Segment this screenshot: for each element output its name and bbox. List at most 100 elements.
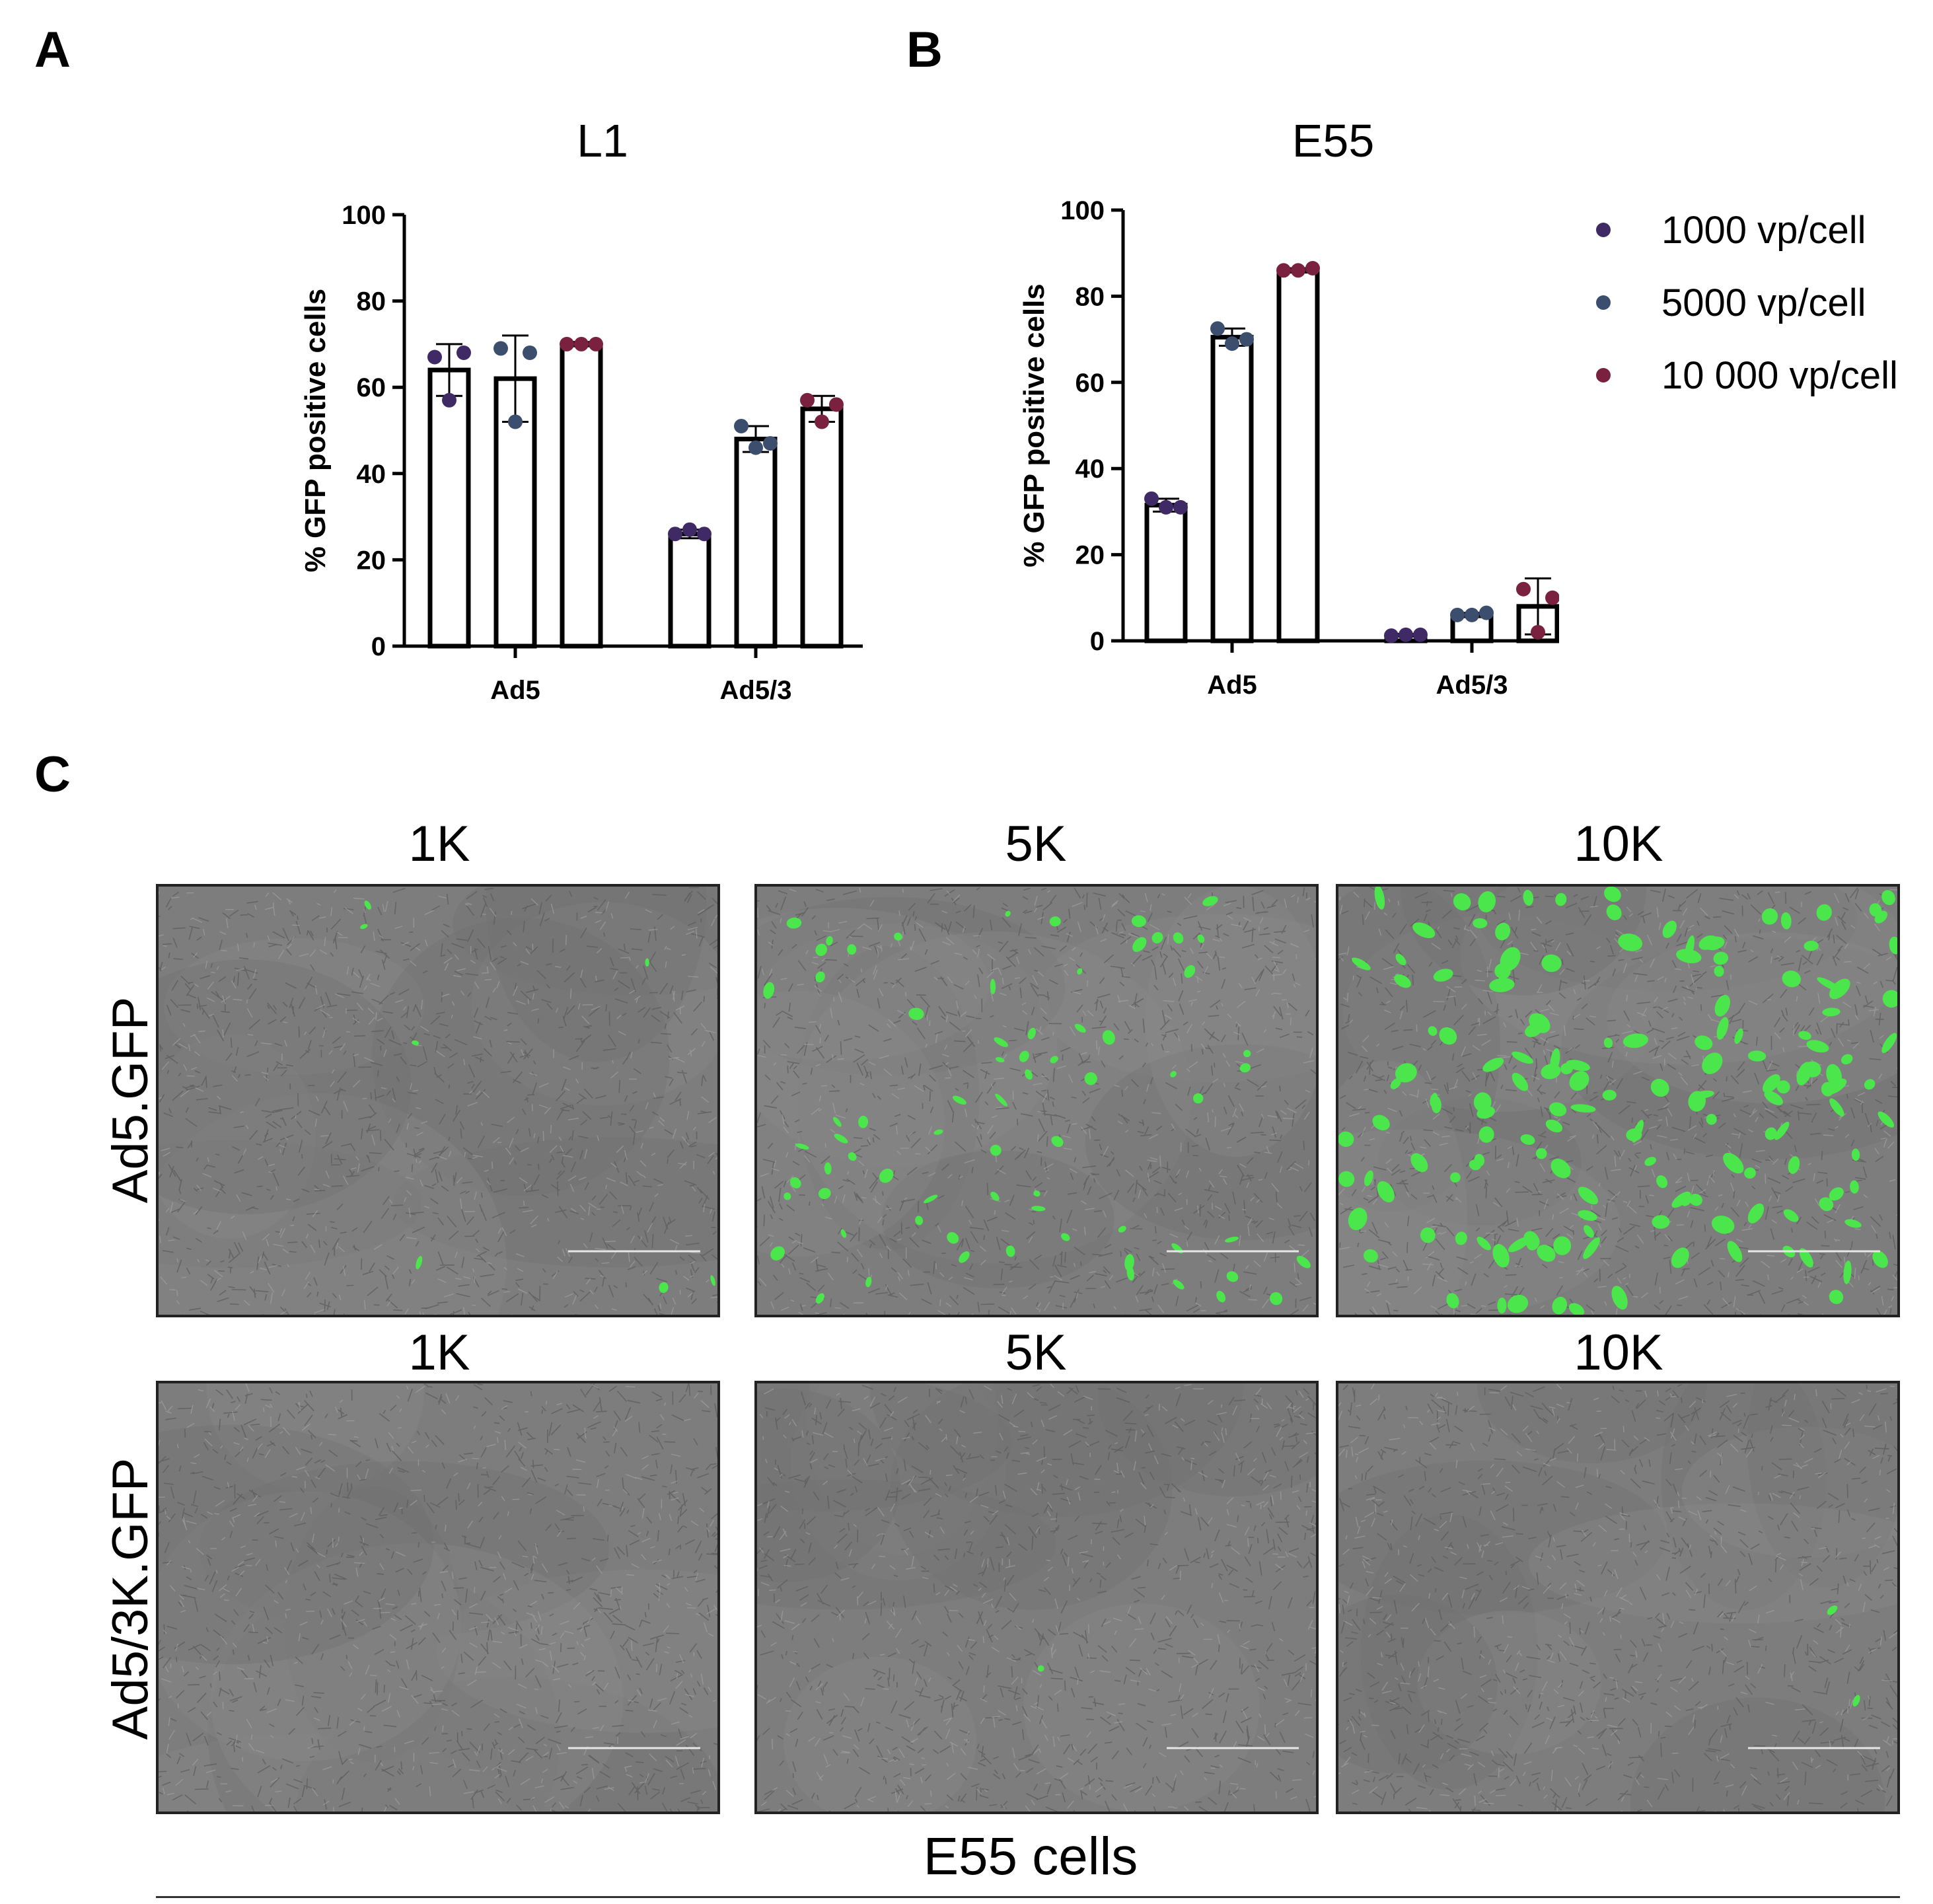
gfp-cell xyxy=(1225,1236,1239,1243)
gfp-cell xyxy=(1816,904,1832,921)
data-point xyxy=(560,336,574,351)
micrograph-ad5-5k xyxy=(754,884,1319,1317)
gfp-cell xyxy=(1829,1098,1844,1117)
gfp-cell xyxy=(1124,1254,1134,1271)
texture-blotch xyxy=(206,1383,424,1494)
gfp-cell xyxy=(1878,1111,1895,1128)
texture-blotch xyxy=(1477,1383,1708,1464)
gfp-cell xyxy=(1050,1056,1058,1064)
gfp-cell xyxy=(1197,934,1205,943)
gfp-cell xyxy=(1077,968,1083,975)
data-point xyxy=(1291,263,1305,278)
gfp-cell xyxy=(1570,1104,1596,1113)
bar-ad53-series-1 xyxy=(668,531,711,649)
panel-letter-c: C xyxy=(34,747,71,803)
data-point xyxy=(1210,321,1225,336)
micro-title: 1K xyxy=(408,1325,470,1381)
gfp-cell xyxy=(1027,1027,1036,1040)
legend-item: 1000 vp/cell xyxy=(1586,208,1929,281)
gfp-cell xyxy=(1821,1081,1835,1097)
gfp-cell xyxy=(1650,1079,1669,1097)
micrograph-background xyxy=(1338,1383,1897,1812)
texture-blotch xyxy=(1097,1383,1316,1497)
gfp-cell xyxy=(879,1168,894,1183)
micrograph-background xyxy=(757,1383,1316,1812)
gfp-cell xyxy=(858,1115,869,1128)
texture-blotch xyxy=(159,1424,434,1665)
footer-label: E55 cells xyxy=(923,1827,1138,1886)
gfp-cell xyxy=(959,1251,970,1263)
gfp-cell xyxy=(1270,1292,1283,1305)
gfp-cell xyxy=(1688,1091,1706,1112)
gfp-cell xyxy=(1482,1058,1504,1072)
gfp-cell xyxy=(1173,932,1184,944)
gfp-cell xyxy=(1881,890,1895,905)
gfp-cell xyxy=(1780,912,1792,930)
data-point xyxy=(1545,590,1559,605)
gfp-cell xyxy=(1348,1208,1368,1231)
gfp-cell xyxy=(1829,1187,1844,1201)
texture-blotch xyxy=(870,1383,1243,1518)
texture-blotch xyxy=(486,887,707,1062)
gfp-cell xyxy=(763,982,775,999)
gfp-cell xyxy=(1243,1050,1251,1058)
gfp-cell xyxy=(1338,1131,1354,1147)
gfp-cell xyxy=(1549,1102,1567,1117)
data-point xyxy=(1305,261,1320,276)
gfp-cell xyxy=(1578,1187,1599,1205)
texture-blotch xyxy=(757,990,945,1257)
texture-blotch xyxy=(881,1150,1114,1289)
gfp-cell xyxy=(1202,896,1218,906)
gfp-cell xyxy=(995,1057,1005,1063)
data-point xyxy=(589,336,603,351)
gfp-cell xyxy=(815,943,827,957)
micro-title: 5K xyxy=(1005,816,1067,872)
cell-texture-highlight xyxy=(757,1383,1316,1812)
gfp-cell xyxy=(1618,934,1643,951)
gfp-cell xyxy=(1552,1296,1568,1315)
data-point xyxy=(1465,607,1479,622)
gfp-cell xyxy=(1681,1193,1692,1206)
gfp-cell xyxy=(1372,1115,1390,1130)
texture-blotch xyxy=(757,897,1066,1076)
y-tick-label: 40 xyxy=(357,460,386,489)
data-point xyxy=(1159,499,1173,515)
data-point xyxy=(456,345,471,360)
gfp-cell xyxy=(1523,889,1534,906)
y-tick-label: 60 xyxy=(357,373,386,402)
cell-texture xyxy=(1338,1383,1897,1812)
gfp-cell xyxy=(1489,978,1515,992)
micrograph-background xyxy=(757,887,1316,1315)
gfp-cell xyxy=(1374,887,1385,910)
data-point xyxy=(1144,491,1159,506)
gfp-cell xyxy=(1611,1286,1628,1310)
gfp-cell xyxy=(1764,1091,1783,1105)
texture-blotch xyxy=(757,908,990,1062)
texture-blotch xyxy=(1360,1514,1538,1790)
legend-item: 10 000 vp/cell xyxy=(1586,353,1929,426)
texture-blotch xyxy=(796,931,1192,1264)
micro-title: 5K xyxy=(1005,1325,1067,1381)
gfp-cell xyxy=(1671,1247,1689,1268)
gfp-cell xyxy=(1578,1210,1597,1221)
gfp-cell xyxy=(947,1232,959,1244)
gfp-cell xyxy=(1132,937,1147,952)
gfp-cell xyxy=(1395,1063,1417,1083)
gfp-cell xyxy=(1296,1255,1311,1268)
footer-rule xyxy=(156,1896,1900,1898)
texture-blotch xyxy=(436,1569,717,1733)
texture-blotch xyxy=(1630,1697,1885,1812)
data-point xyxy=(763,436,778,451)
data-point xyxy=(748,440,763,455)
y-tick-label: 100 xyxy=(342,201,386,230)
gfp-cell xyxy=(1747,1203,1765,1224)
gfp-cell xyxy=(1695,1035,1713,1050)
gfp-cell xyxy=(1541,954,1562,972)
gfp-cell xyxy=(1723,1152,1744,1174)
texture-blotch xyxy=(284,1486,461,1762)
gfp-cell xyxy=(1428,1026,1438,1036)
micrograph-ad53k-1k xyxy=(156,1381,720,1814)
gfp-cell xyxy=(1545,1119,1563,1133)
chart-b-title: E55 xyxy=(1292,115,1375,166)
gfp-cell xyxy=(952,1095,966,1105)
